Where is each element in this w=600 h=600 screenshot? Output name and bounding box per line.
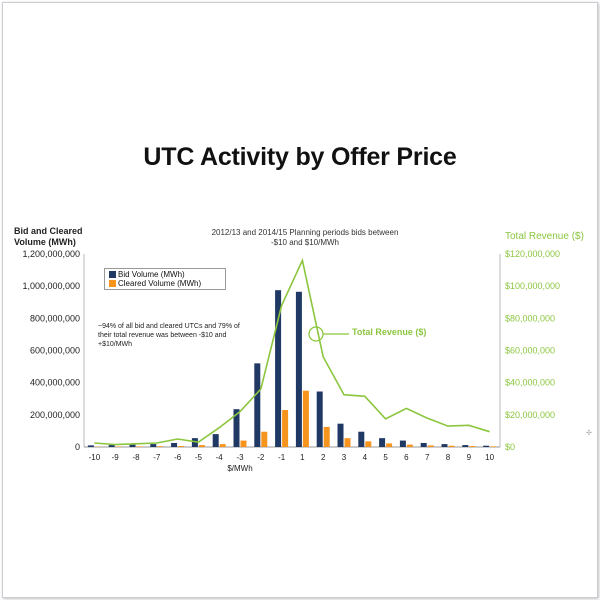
x-tick-label: 9 bbox=[467, 453, 472, 462]
x-tick-label: 4 bbox=[363, 453, 368, 462]
y-tick-label-left: 1,200,000,000 bbox=[22, 249, 80, 259]
x-tick-label: -7 bbox=[153, 453, 161, 462]
bar-cleared-volume bbox=[323, 426, 330, 447]
bar-bid-volume bbox=[254, 363, 261, 447]
x-tick-label: -3 bbox=[236, 453, 244, 462]
bar-cleared-volume bbox=[219, 444, 226, 447]
line-total-revenue bbox=[94, 257, 490, 446]
bar-bid-volume bbox=[212, 434, 219, 447]
legend-label-cleared: Cleared Volume (MWh) bbox=[118, 279, 202, 288]
bar-cleared-volume bbox=[136, 446, 143, 447]
x-tick-label: 8 bbox=[446, 453, 451, 462]
legend-label-bid: Bid Volume (MWh) bbox=[118, 270, 185, 279]
x-tick-label: -10 bbox=[89, 453, 101, 462]
bar-cleared-volume bbox=[344, 438, 351, 447]
bar-bid-volume bbox=[87, 445, 94, 447]
y-tick-label-left: 400,000,000 bbox=[30, 378, 80, 388]
bar-cleared-volume bbox=[302, 390, 309, 447]
legend-item-bid: Bid Volume (MWh) bbox=[109, 270, 185, 279]
x-tick-label: 7 bbox=[425, 453, 430, 462]
y-axis-title-left: Bid and Cleared Volume (MWh) bbox=[14, 226, 83, 247]
legend-item-cleared: Cleared Volume (MWh) bbox=[109, 279, 201, 288]
bar-cleared-volume bbox=[198, 445, 205, 447]
bar-bid-volume bbox=[462, 445, 469, 447]
y-tick-label-left: 800,000,000 bbox=[30, 313, 80, 323]
bar-cleared-volume bbox=[365, 441, 372, 447]
x-tick-label: -5 bbox=[195, 453, 203, 462]
x-axis-label: $/MWh bbox=[227, 464, 252, 473]
bar-bid-volume bbox=[108, 445, 115, 447]
bar-cleared-volume bbox=[469, 446, 476, 447]
bar-bid-volume bbox=[337, 423, 344, 447]
resize-handle-icon: ✣ bbox=[586, 429, 592, 437]
bar-cleared-volume bbox=[386, 443, 393, 447]
x-tick-label: -4 bbox=[216, 453, 224, 462]
y-tick-label-right: $120,000,000 bbox=[505, 249, 560, 259]
revenue-callout-circle bbox=[308, 326, 324, 342]
x-tick-label: 2 bbox=[321, 453, 326, 462]
x-tick-label: -8 bbox=[132, 453, 140, 462]
bar-cleared-volume bbox=[427, 445, 434, 447]
x-tick-label: -2 bbox=[257, 453, 265, 462]
legend-swatch-cleared bbox=[109, 280, 116, 287]
bar-cleared-volume bbox=[178, 446, 185, 447]
bar-bid-volume bbox=[316, 391, 323, 447]
y-tick-label-right: $40,000,000 bbox=[505, 378, 555, 388]
bar-bid-volume bbox=[358, 431, 365, 447]
chart-subtitle: 2012/13 and 2014/15 Planning periods bid… bbox=[211, 228, 399, 247]
bar-bid-volume bbox=[129, 444, 136, 447]
bar-cleared-volume bbox=[261, 431, 268, 447]
bar-cleared-volume bbox=[490, 446, 497, 447]
bar-cleared-volume bbox=[157, 446, 164, 447]
bar-bid-volume bbox=[150, 444, 157, 447]
bar-bid-volume bbox=[275, 290, 282, 447]
y-tick-label-left: 600,000,000 bbox=[30, 346, 80, 356]
y-tick-label-right: $0 bbox=[505, 442, 515, 452]
revenue-callout-label: Total Revenue ($) bbox=[352, 327, 427, 337]
chart-legend: Bid Volume (MWh) Cleared Volume (MWh) bbox=[104, 268, 226, 290]
bar-bid-volume bbox=[191, 438, 198, 447]
y-tick-label-right: $20,000,000 bbox=[505, 410, 555, 420]
bar-bid-volume bbox=[171, 442, 178, 447]
x-tick-label: -6 bbox=[174, 453, 182, 462]
x-tick-label: -9 bbox=[112, 453, 120, 462]
x-tick-label: 10 bbox=[485, 453, 494, 462]
bar-cleared-volume bbox=[448, 445, 455, 447]
x-tick-label: 6 bbox=[404, 453, 409, 462]
x-tick-label: 1 bbox=[300, 453, 305, 462]
y-axis-title-right: Total Revenue ($) bbox=[505, 231, 584, 242]
bar-bid-volume bbox=[483, 445, 490, 447]
bar-bid-volume bbox=[399, 440, 406, 447]
y-tick-label-right: $100,000,000 bbox=[505, 281, 560, 291]
legend-swatch-bid bbox=[109, 271, 116, 278]
chart-title: UTC Activity by Offer Price bbox=[143, 143, 457, 171]
bar-cleared-volume bbox=[282, 410, 289, 447]
y-tick-label-left: 1,000,000,000 bbox=[22, 281, 80, 291]
x-tick-label: -1 bbox=[278, 453, 286, 462]
y-tick-label-right: $60,000,000 bbox=[505, 346, 555, 356]
chart-note: ~94% of all bid and cleared UTCs and 79%… bbox=[98, 323, 240, 348]
y-tick-label-left: 0 bbox=[75, 442, 80, 452]
bar-bid-volume bbox=[420, 442, 427, 447]
y-tick-label-right: $80,000,000 bbox=[505, 313, 555, 323]
bar-bid-volume bbox=[295, 291, 302, 447]
bar-bid-volume bbox=[233, 409, 240, 447]
x-tick-label: 5 bbox=[383, 453, 388, 462]
bar-bid-volume bbox=[441, 444, 448, 447]
x-tick-label: 3 bbox=[342, 453, 347, 462]
bar-bid-volume bbox=[379, 438, 386, 447]
bar-cleared-volume bbox=[406, 444, 413, 447]
bar-cleared-volume bbox=[240, 440, 247, 447]
y-tick-label-left: 200,000,000 bbox=[30, 410, 80, 420]
